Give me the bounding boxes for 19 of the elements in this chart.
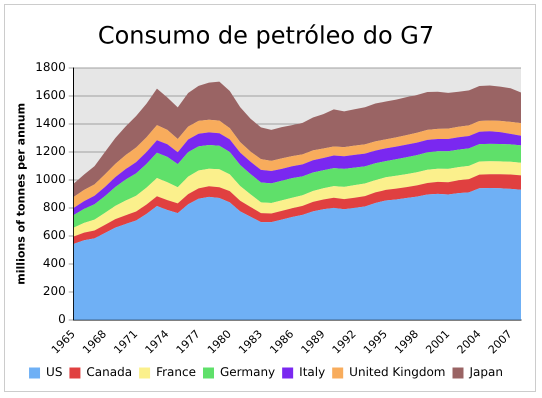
y-tick-label: 400 xyxy=(42,256,66,270)
y-tick-label: 1000 xyxy=(35,172,66,186)
legend-label: Italy xyxy=(299,365,326,380)
legend-label: Japan xyxy=(468,365,503,380)
y-tick-label: 1600 xyxy=(35,88,66,102)
y-tick-label: 0 xyxy=(58,312,66,326)
legend-label: US xyxy=(46,365,62,380)
y-tick-label: 800 xyxy=(42,200,66,214)
legend-label: United Kingdom xyxy=(349,365,446,380)
y-tick-label: 1800 xyxy=(35,60,66,74)
y-axis-title: millions of tonnes per annum xyxy=(14,102,28,285)
legend-label: France xyxy=(156,365,196,380)
legend-label: Canada xyxy=(86,365,132,380)
y-tick-label: 600 xyxy=(42,228,66,242)
y-tick-label: 1400 xyxy=(35,116,66,130)
chart-title: Consumo de petróleo do G7 xyxy=(98,22,434,50)
legend-label: Germany xyxy=(220,365,276,380)
y-tick-label: 1200 xyxy=(35,144,66,158)
y-tick-label: 200 xyxy=(42,284,66,298)
